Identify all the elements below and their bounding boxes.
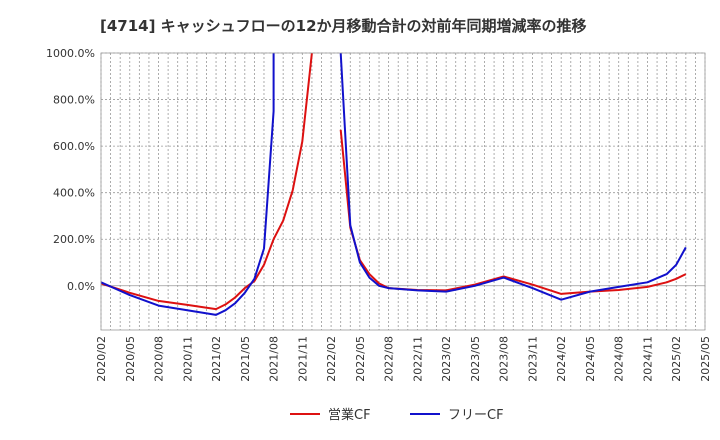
- x-tick-label: 2024/08: [613, 336, 626, 382]
- legend-label: 営業CF: [328, 407, 371, 423]
- y-tick-label: 600.0%: [53, 140, 95, 153]
- series-line-operating-cf: [339, 129, 687, 295]
- series-line-free-cf: [339, 53, 687, 301]
- x-tick-label: 2020/11: [181, 336, 194, 382]
- x-tick-label: 2022/08: [383, 336, 396, 382]
- x-tick-label: 2025/02: [670, 336, 683, 382]
- y-axis-ticks: 0.0% 200.0% 400.0% 600.0% 800.0% 1000.0%: [46, 47, 95, 293]
- x-tick-label: 2023/08: [498, 336, 511, 382]
- y-tick-label: 0.0%: [67, 280, 95, 293]
- x-tick-label: 2021/02: [210, 336, 223, 382]
- plot-frame: [100, 52, 706, 331]
- x-tick-label: 2021/05: [239, 336, 252, 382]
- legend-item-free-cf: フリーCF: [410, 408, 504, 423]
- x-tick-label: 2022/05: [354, 336, 367, 382]
- x-tick-label: 2025/05: [699, 336, 712, 382]
- chart-title: [4714] キャッシュフローの12か月移動合計の対前年同期増減率の推移: [100, 17, 587, 35]
- series-layer: [101, 53, 687, 316]
- x-tick-label: 2022/11: [411, 336, 424, 382]
- legend-label: フリーCF: [448, 408, 504, 423]
- series-line-operating-cf: [101, 53, 313, 311]
- x-tick-label: 2022/02: [325, 336, 338, 382]
- x-tick-label: 2024/11: [641, 336, 654, 382]
- series-line-free-cf: [101, 53, 275, 316]
- x-tick-label: 2021/11: [296, 336, 309, 382]
- x-axis-ticks: 2020/02 2020/05 2020/08 2020/11 2021/02 2021/…: [95, 336, 712, 382]
- legend-item-operating-cf: 営業CF: [290, 407, 371, 423]
- x-tick-label: 2021/08: [268, 336, 281, 382]
- x-tick-label: 2024/02: [555, 336, 568, 382]
- y-tick-label: 400.0%: [53, 187, 95, 200]
- x-tick-label: 2024/05: [584, 336, 597, 382]
- x-tick-label: 2020/05: [124, 336, 137, 382]
- x-tick-label: 2023/05: [469, 336, 482, 382]
- x-tick-label: 2023/02: [440, 336, 453, 382]
- y-tick-label: 1000.0%: [46, 47, 95, 60]
- legend: 営業CF フリーCF: [290, 407, 504, 423]
- y-tick-label: 200.0%: [53, 233, 95, 246]
- x-tick-label: 2020/08: [153, 336, 166, 382]
- y-tick-label: 800.0%: [53, 94, 95, 107]
- x-tick-label: 2020/02: [95, 336, 108, 382]
- x-tick-label: 2023/11: [526, 336, 539, 382]
